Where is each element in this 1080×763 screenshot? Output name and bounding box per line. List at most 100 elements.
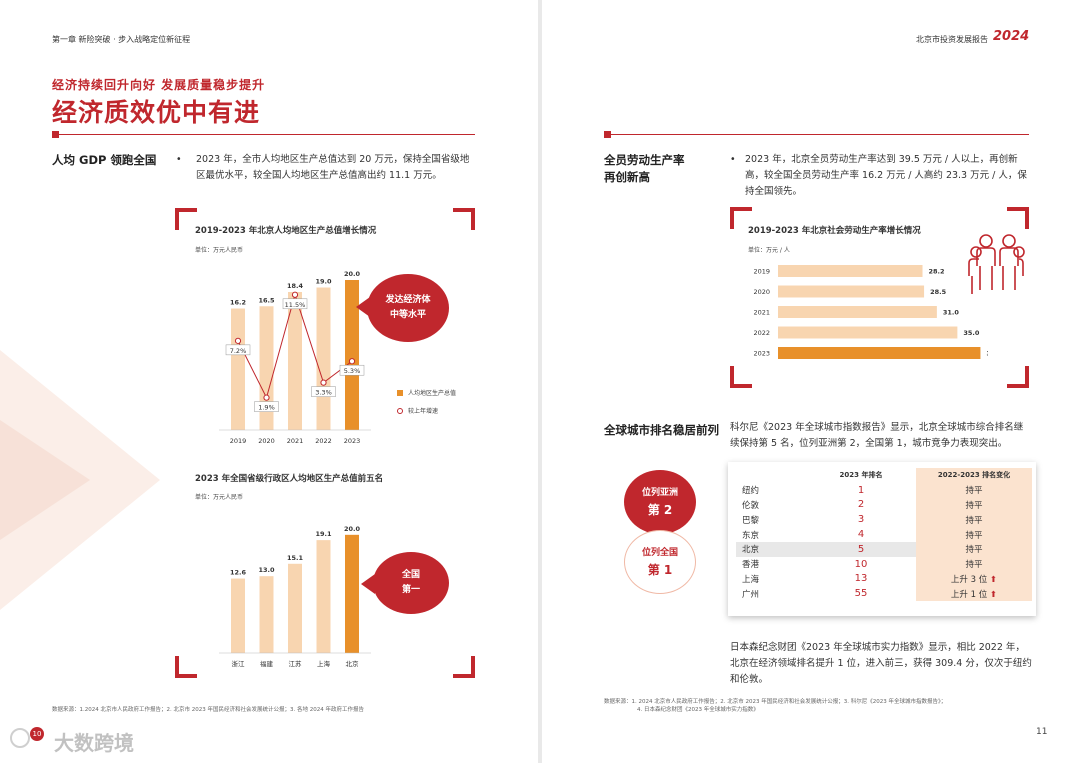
badge-asia: 位列亚洲第 2	[624, 470, 696, 534]
chart1-growth-point	[348, 358, 356, 365]
chart2-x-tick: 上海	[317, 659, 331, 668]
chart1-growth-label-box	[282, 298, 308, 310]
rank-value: 10	[854, 558, 868, 570]
chart3-bar-value: 35.0	[963, 329, 980, 337]
chart3-y-tick: 2023	[753, 350, 770, 358]
chart2-x-tick: 江苏	[289, 659, 303, 668]
chart1-x-tick: 2021	[287, 437, 304, 445]
title-rule-right	[611, 134, 1029, 135]
chart1-growth-label-box	[311, 386, 336, 397]
chart3-bar-value: 28.2	[929, 268, 945, 276]
chart1-x-tick: 2019	[230, 437, 247, 445]
rank-city: 广州	[742, 589, 760, 600]
chart3-plot: 2019 28.2 2020 28.5 2021 31.0 2022 35.0 2023 39.5	[753, 265, 988, 359]
rank-table-body: 纽约 1 持平 伦敦 2 持平 巴黎 3 持平 东京 4 持平 北京 5 持平 香港 10 持平 上海 13 上升 3 …	[736, 482, 1032, 602]
rank-city: 东京	[742, 530, 760, 541]
chart2-unit: 单位：万元人民币	[195, 494, 244, 501]
left-source-note: 数据来源：1.2024 北京市人民政府工作报告；2. 北京市 2023 年国民经…	[52, 707, 364, 713]
rule-marker	[52, 131, 59, 138]
rank-table-row: 香港 10 持平	[736, 556, 1032, 572]
chart1-bar-value: 20.0	[344, 270, 361, 278]
legend-swatch-bars	[397, 389, 403, 396]
chart1-unit: 单位：万元人民币	[195, 247, 244, 254]
rank-change-text: 持平	[965, 545, 983, 556]
rank-change-text: 持平	[965, 560, 983, 571]
chart1-growth-point	[263, 394, 270, 401]
people-icon	[968, 234, 1025, 294]
chart1-bar-value: 16.5	[258, 296, 275, 304]
chart1-bar	[231, 308, 245, 430]
chart2-badge-line1: 全国	[401, 570, 420, 580]
chart2-bar	[316, 540, 331, 653]
chart1-x-tick: 2022	[315, 437, 332, 445]
chart1-growth-label-box	[254, 401, 279, 412]
chart3-y-tick: 2019	[753, 268, 770, 276]
rank-change-text: 上升 1 位	[950, 589, 988, 600]
chart2-bar-value: 13.0	[258, 566, 275, 574]
section-labor-title-line1: 全员劳动生产率	[604, 153, 685, 167]
chart1-bar-value: 18.4	[287, 282, 304, 290]
rank-table-row: 巴黎 3 持平	[736, 512, 1032, 528]
chart3-bar-value: 28.5	[930, 288, 947, 296]
frame3-corner-tl	[730, 207, 752, 229]
chart3-title: 2019-2023 年北京社会劳动生产率增长情况	[748, 226, 921, 236]
right-page-number: 11	[1036, 727, 1048, 737]
rank-change: 持平	[916, 556, 1032, 572]
chart1-growth-point	[291, 291, 299, 298]
chart3-bar-value: 31.0	[943, 309, 960, 317]
chart1-x-tick: 2023	[344, 437, 361, 445]
watermark-text: 大数跨境	[54, 731, 134, 755]
frame3-corner-tr	[1007, 207, 1029, 229]
rank-table-row: 伦敦 2 持平	[736, 497, 1032, 513]
rank-value: 1	[857, 484, 865, 496]
chart2-badge-line2: 第一	[401, 585, 420, 595]
chart2-x-tick: 北京	[346, 659, 360, 668]
chart1-bar-value: 19.0	[315, 278, 332, 286]
badge-china: 位列全国第 1	[624, 530, 696, 594]
chart2-badge-pointer	[361, 574, 375, 594]
section-labor-title: 全员劳动生产率 再创新高	[604, 152, 685, 186]
rank-change: 上升 1 位 ⬆	[916, 586, 1032, 602]
report-header-title: 北京市投资发展报告	[916, 35, 988, 44]
frame3-corner-bl	[730, 366, 752, 388]
frame3-corner-br	[1007, 366, 1029, 388]
section-rank-text: 科尔尼《2023 年全球城市指数报告》显示，北京全球城市综合排名继续保持第 5 …	[730, 422, 1024, 449]
col-rank-header: 2023 年排名	[839, 471, 883, 480]
chart1-badge: 发达经济体 中等水平	[367, 274, 449, 342]
frame-corner-tr	[453, 208, 475, 230]
chart3-unit: 单位：万元 / 人	[748, 247, 790, 254]
chart3-bar	[778, 265, 923, 277]
chart1-badge-line1: 发达经济体	[385, 295, 431, 305]
chart2-bar	[259, 576, 274, 653]
rank-change-text: 持平	[965, 515, 983, 526]
chart3-y-tick: 2021	[753, 309, 770, 317]
report-header-year: 2024	[993, 29, 1030, 44]
chart1-growth-label: 5.3%	[344, 367, 361, 375]
legend-item-bars: 人均地区生产总值	[397, 388, 456, 397]
chart1-bar	[316, 287, 331, 430]
rank-city: 香港	[742, 560, 760, 571]
chart3-y-tick: 2020	[753, 288, 770, 296]
rank-table: 2023 年排名 2022-2023 排名变化 纽约 1 持平 伦敦 2 持平 巴黎 3 持平东…	[736, 468, 1032, 602]
rank-value: 55	[854, 588, 868, 600]
title-rule	[59, 134, 475, 135]
chart1-growth-label: 11.5%	[285, 301, 306, 309]
chart2-bar	[231, 578, 245, 653]
rank-city: 伦敦	[742, 500, 760, 511]
rank-value: 2	[857, 499, 865, 511]
chart3-bar-value: 39.5	[986, 350, 988, 358]
chart1-bar	[345, 280, 359, 430]
chart3-bar	[778, 347, 981, 359]
rank-table-row: 广州 55 上升 1 位 ⬆	[736, 586, 1032, 602]
rank-table-row: 纽约 1 持平	[736, 482, 1032, 498]
chart2-plot: 12.6 浙江 13.0 福建 15.1 江苏 19.1 上海 20.0 北京	[219, 525, 371, 668]
badge-china-line2: 第 1	[647, 563, 673, 577]
chart2-bar-value: 19.1	[315, 530, 332, 538]
chart1-badge-line2: 中等水平	[389, 310, 426, 320]
left-page: 第一章 新险突破 · 步入战略定位新征程 经济持续回升向好 发展质量稳步提升 经…	[0, 0, 538, 763]
page-title: 经济质效优中有进	[52, 98, 261, 127]
chart1-growth-label-box	[339, 364, 365, 376]
chart1-growth-label: 3.3%	[315, 389, 332, 397]
rank-table-row: 上海 13 上升 3 位 ⬆	[736, 571, 1032, 587]
left-page-number: 10	[30, 727, 44, 741]
